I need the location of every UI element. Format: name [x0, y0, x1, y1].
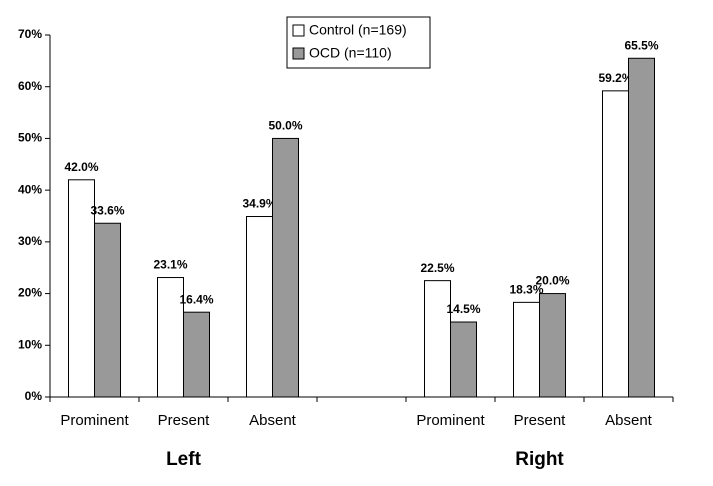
value-label: 23.1% [153, 258, 187, 272]
y-tick-label: 30% [18, 234, 42, 248]
x-tick-label: Absent [605, 412, 653, 429]
bar [246, 216, 273, 398]
legend-swatch [292, 47, 305, 60]
y-tick-label: 50% [18, 131, 42, 145]
group-label: Right [515, 449, 564, 470]
bar [272, 137, 299, 398]
bar [183, 311, 210, 398]
x-tick-label: Prominent [60, 412, 129, 429]
group-label: Left [166, 449, 202, 470]
bar [539, 293, 566, 398]
bar [628, 57, 655, 398]
x-tick-label: Prominent [416, 412, 485, 429]
bar [94, 222, 121, 398]
value-label: 65.5% [624, 38, 658, 52]
x-tick-label: Present [514, 412, 567, 429]
bar [450, 321, 477, 398]
y-tick-label: 0% [25, 389, 43, 403]
value-label: 16.4% [179, 292, 213, 306]
bar [513, 301, 540, 398]
value-label: 42.0% [64, 160, 98, 174]
value-label: 34.9% [242, 197, 276, 211]
value-label: 22.5% [420, 261, 454, 275]
y-tick-label: 60% [18, 79, 42, 93]
value-label: 59.2% [598, 71, 632, 85]
x-tick-label: Absent [249, 412, 297, 429]
y-tick-label: 40% [18, 182, 42, 196]
bar [602, 90, 629, 398]
legend-swatch [292, 24, 305, 37]
x-tick-label: Present [158, 412, 211, 429]
legend-box [286, 16, 431, 69]
value-label: 18.3% [509, 283, 543, 297]
y-tick-label: 20% [18, 286, 42, 300]
legend-label: OCD (n=110) [309, 45, 392, 61]
value-label: 14.5% [446, 302, 480, 316]
value-label: 20.0% [535, 274, 569, 288]
legend-label: Control (n=169) [309, 22, 407, 38]
y-tick-label: 10% [18, 337, 42, 351]
value-label: 33.6% [90, 203, 124, 217]
value-label: 50.0% [268, 119, 302, 133]
bar [157, 277, 184, 398]
y-tick-label: 70% [18, 27, 42, 41]
bar [424, 280, 451, 398]
